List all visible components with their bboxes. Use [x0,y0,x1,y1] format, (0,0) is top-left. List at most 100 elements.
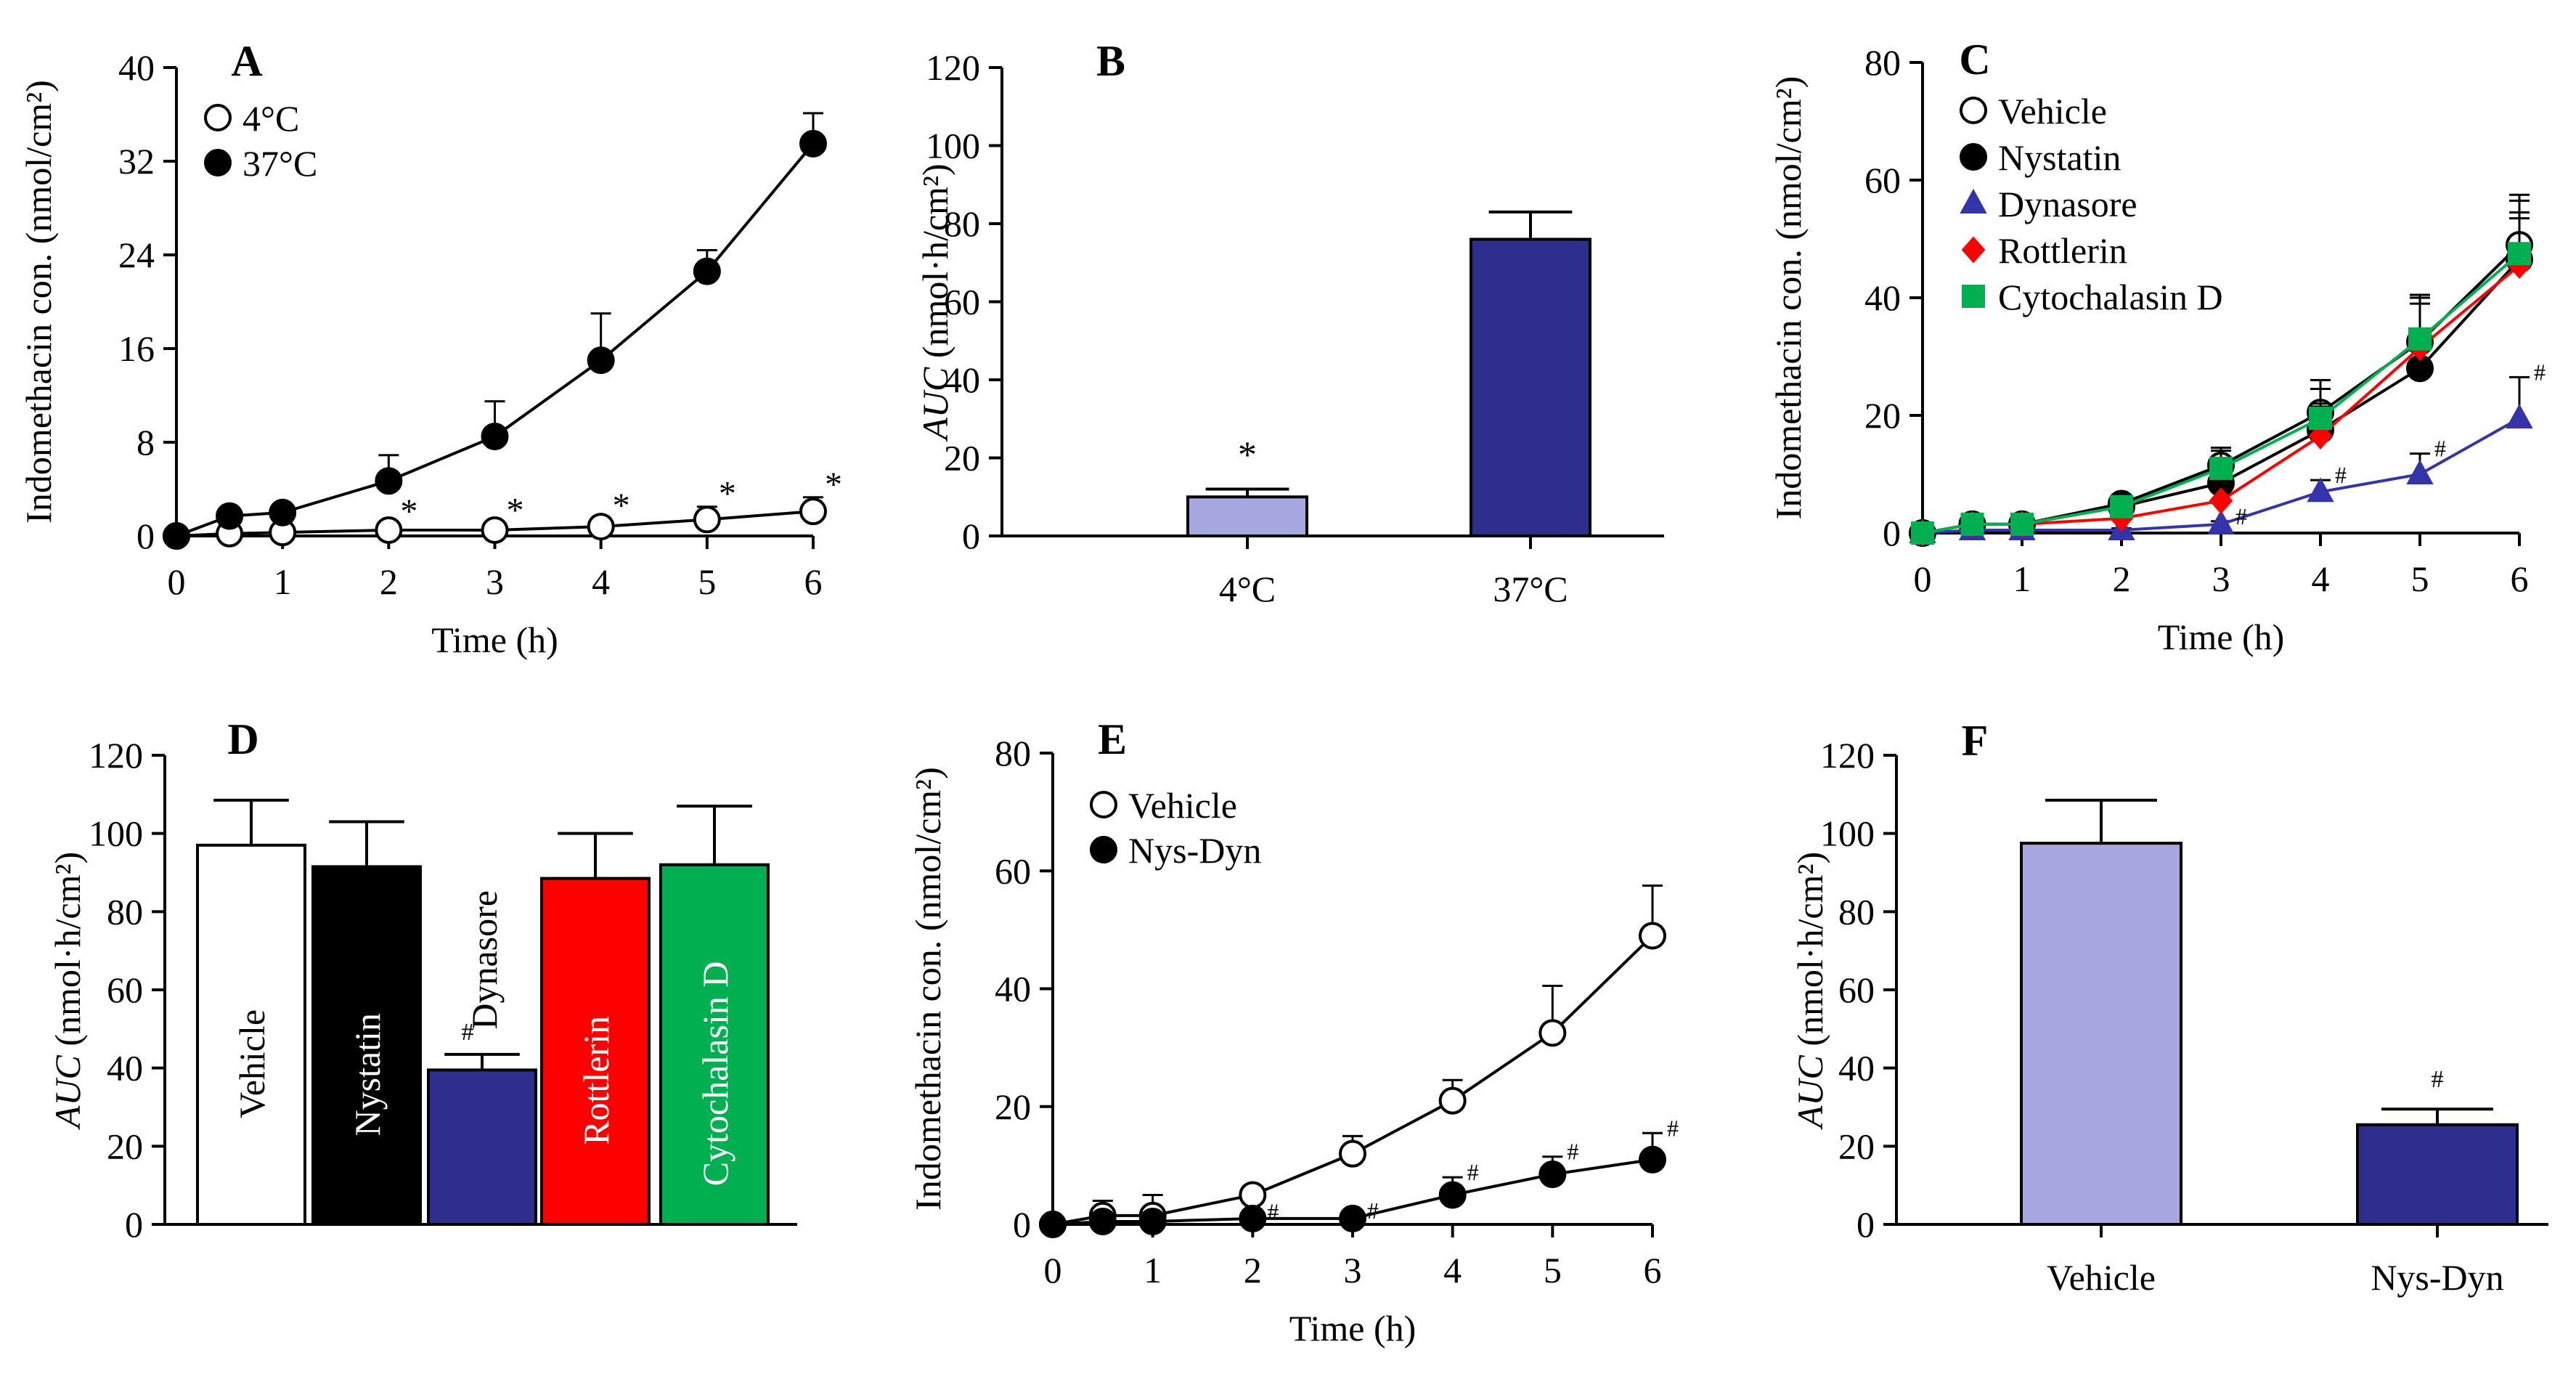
y-tick-label: 100 [1820,813,1875,854]
legend-marker-square [1962,285,1985,308]
y-axis-label: Indomethacin con. (nmol/cm²) [908,767,948,1211]
y-tick-label: 40 [107,1048,143,1089]
x-axis-label: Time (h) [2158,617,2285,657]
data-point-triangle [2506,403,2533,429]
data-point-square [2110,495,2133,519]
data-point-square [2309,407,2332,431]
y-tick-label: 120 [1820,735,1875,776]
y-tick-label: 120 [926,47,980,88]
x-tick-label: 3 [486,561,504,602]
bar [196,843,306,1226]
panel-e: 0 20 40 60 80 E Indomethacin con. (nmol/cm²) 0 1… [908,715,1679,1349]
panel-d: 0 20 40 60 80 100 120 D AUC (nmol·h/cm²) Vehicle N… [47,715,797,1245]
legend-marker-triangle [1960,188,1987,214]
legend-marker-diamond [1961,236,1986,264]
data-point-circle [1039,1211,1067,1238]
x-tick-label: 6 [2511,558,2529,599]
data-point-circle [799,129,827,158]
significance-mark: # [2432,1066,2444,1093]
bar-label: Cytochalasin D [695,962,735,1187]
y-tick-label: 60 [944,282,980,322]
data-point-circle [693,257,721,285]
data-point-square [1960,512,1984,536]
x-tick-label: 4°C [1219,569,1276,609]
y-tick-label: 60 [107,969,143,1010]
bar-label: Nystatin [347,1013,388,1136]
data-point-circle [1138,1207,1167,1235]
bar [2020,842,2182,1226]
bar-label: Vehicle [232,1009,272,1118]
y-tick-label: 40 [944,359,980,400]
x-tick-label: 5 [2411,558,2429,599]
y-tick-label: 20 [1864,395,1901,436]
y-tick-label: 32 [118,141,155,182]
y-tick-label: 80 [1838,891,1875,932]
significance-mark: # [2434,436,2446,462]
x-tick-label: 2 [2113,558,2131,599]
x-tick-label: 2 [380,561,398,602]
y-tick-label: 20 [944,438,980,479]
significance-mark: * [825,466,842,504]
y-tick-label: 40 [1864,277,1901,318]
y-tick-label: 0 [1883,513,1901,553]
legend-label: Dynasore [1998,184,2137,224]
legend-label: 37°C [242,143,317,184]
data-point-circle [481,422,509,450]
y-tick-label: 24 [118,235,155,275]
data-point-circle [1438,1086,1467,1115]
bar-label: Dynasore [464,890,505,1030]
x-tick-label: 0 [168,561,186,602]
legend-marker-circle [204,149,232,176]
y-tick-label: 100 [926,126,980,166]
y-axis-label-italic: AUC [47,1054,88,1130]
bar [2356,1123,2519,1226]
significance-mark: # [2335,462,2347,488]
x-tick-label: Vehicle [2047,1257,2156,1298]
y-tick-label: 0 [125,1204,143,1245]
panel-f: 0 20 40 60 80 100 120 F AUC (nmol·h/cm²) Vehicle N… [1790,717,2548,1298]
y-tick-label: 20 [1838,1126,1875,1166]
y-axis-label: Indomethacin con. (nmol/cm²) [18,80,59,524]
legend-label: Rottlerin [1998,230,2127,271]
x-tick-label: 0 [1044,1250,1062,1290]
y-tick-label: 0 [1856,1204,1875,1245]
significance-mark: # [2534,359,2546,385]
x-tick-label: 0 [1914,558,1932,599]
x-axis-label: Time (h) [1289,1308,1417,1349]
legend-marker-circle [1090,791,1117,818]
legend-marker-circle [1960,97,1987,124]
data-point-circle [1639,922,1666,950]
x-axis-label: Time (h) [431,619,558,660]
panel-b: 0 20 40 60 80 100 120 B AUC (nmol·h/cm²) 4°C * 37°C [915,37,1664,609]
y-tick-label: 40 [1838,1048,1875,1089]
significance-mark: # [2235,503,2247,529]
significance-mark: * [719,475,736,513]
y-tick-label: 80 [944,203,980,244]
significance-mark: # [1667,1115,1679,1141]
bar-label: Rottlerin [576,1016,616,1145]
data-point-square [2209,456,2233,480]
bar [1470,237,1591,537]
x-tick-label: 1 [1144,1250,1162,1290]
data-point-circle [1339,1139,1366,1168]
data-point-triangle [2406,459,2434,484]
x-tick-label: 5 [698,561,716,602]
y-axis-label: AUC (nmol·h/cm²) [1790,852,1830,1130]
data-point-circle [587,513,615,541]
data-point-circle [216,502,244,530]
series-line-1 [176,142,815,537]
y-tick-label: 120 [89,735,143,776]
panel-label: E [1098,715,1127,763]
significance-mark: # [1367,1198,1379,1224]
data-point-circle [1339,1204,1366,1232]
panel-label: B [1096,37,1125,85]
y-tick-label: 0 [962,516,980,556]
data-point-circle [481,516,509,544]
x-tick-label: 1 [274,561,292,602]
data-point-circle [375,516,403,544]
x-tick-label: 2 [1244,1250,1262,1290]
significance-mark: * [400,492,417,531]
x-tick-label: 3 [1344,1250,1362,1290]
significance-mark: # [462,1019,474,1046]
